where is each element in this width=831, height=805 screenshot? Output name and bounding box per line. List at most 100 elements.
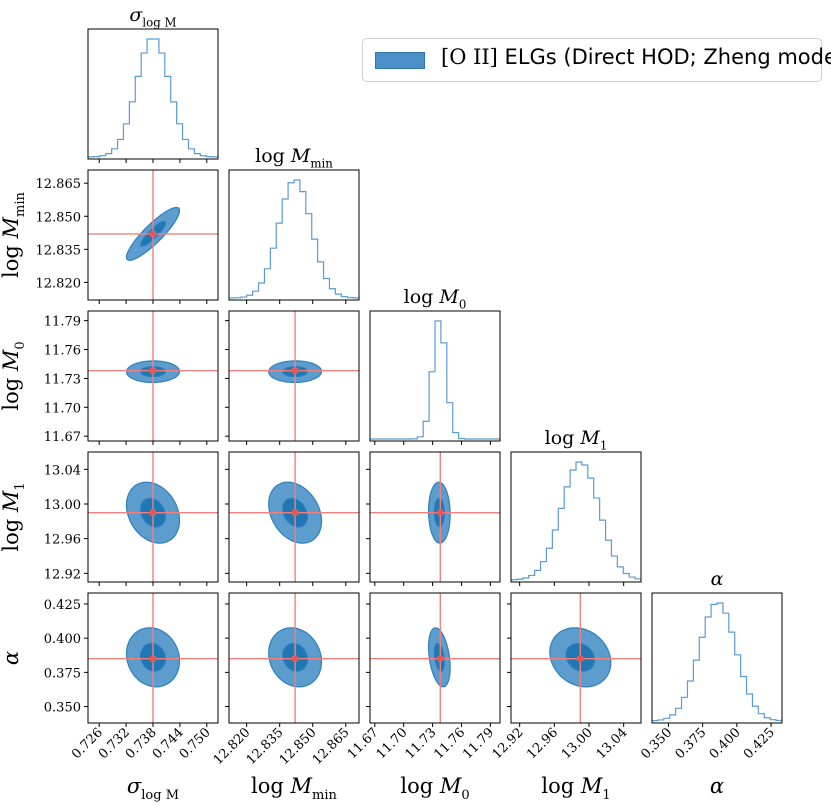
panel-content-3-1: [229, 452, 359, 582]
diag-title-sigma: σlog M: [129, 4, 176, 29]
truth-marker-4-0: [150, 655, 156, 662]
panel-2-1: [225, 310, 360, 445]
xaxis-label-alpha: α: [710, 774, 724, 798]
ytick-label-logM1-2: 13.00: [44, 498, 81, 513]
panel-frame-3-3: [510, 451, 642, 583]
yaxis-label-logM1-prefix: log: [0, 512, 23, 551]
truth-marker-1-0: [150, 230, 156, 237]
panel-1-1: log Mmin: [228, 145, 360, 304]
panel-content-4-2: [370, 593, 500, 723]
yaxis-label-logMmin-prefix: log: [0, 238, 23, 277]
xaxis-label-logM0-symbol: M: [439, 774, 462, 798]
diag-title-logM1-symbol: M: [579, 427, 600, 449]
xaxis-label-logM0-subscript: 0: [461, 788, 469, 803]
diag-title-logM0-subscript: 0: [459, 297, 467, 311]
panel-content-4-3: [511, 593, 641, 723]
xaxis-label-logMmin-symbol: M: [290, 774, 313, 798]
truth-marker-4-1: [292, 655, 299, 662]
xtick-label-logM1-2: 13.00: [559, 725, 596, 762]
ytick-label-logMmin-2: 12.850: [36, 210, 82, 225]
ytick-label-logM0-3: 11.76: [44, 344, 81, 359]
xaxis-label-logM1-subscript: 1: [602, 788, 610, 803]
diag-title-logM1: log M1: [545, 427, 608, 452]
truth-marker-4-2: [437, 655, 444, 662]
yaxis-label-logM0-prefix: log: [0, 371, 23, 410]
panel-frame-4-1: [228, 592, 360, 724]
xtick-label-sigma-4: 0.750: [177, 725, 214, 762]
diag-title-logMmin-subscript: min: [310, 156, 333, 170]
xtick-label-alpha-0: 0.350: [638, 725, 675, 762]
panel-3-3: log M1: [510, 427, 642, 586]
ytick-label-logM0-2: 11.73: [44, 372, 81, 387]
diag-title-sigma-symbol: σ: [129, 4, 143, 26]
diag-title-logM0: log M0: [404, 286, 467, 311]
legend-label-prefix: [O II]: [441, 45, 498, 69]
xtick-label-logM0-3: 11.76: [431, 725, 468, 762]
ytick-label-alpha-3: 0.425: [44, 598, 81, 613]
xaxis-label-logM1-symbol: M: [580, 774, 603, 798]
yaxis-label-logM0: log M0: [0, 341, 28, 410]
xaxis-label-logM1: log M1: [541, 774, 610, 803]
yaxis-label-logM1: log M1: [0, 482, 28, 551]
legend-swatch: [375, 52, 425, 69]
xtick-label-logM0-0: 11.67: [345, 725, 382, 762]
xaxis-label-sigma-subscript: log M: [141, 788, 179, 803]
truth-marker-3-1: [292, 509, 299, 516]
panel-frame-1-1: [228, 169, 360, 301]
xaxis-label-sigma-symbol: σ: [127, 774, 142, 798]
diag-title-logMmin: log Mmin: [255, 145, 333, 170]
ytick-label-logM1-1: 12.96: [44, 533, 81, 548]
panel-content-2-1: [229, 311, 359, 441]
truth-marker-2-0: [150, 367, 156, 374]
panel-2-0: 11.67 11.70 11.73 11.76 11.79 log M0: [0, 310, 219, 445]
panel-frame-2-1: [228, 310, 360, 442]
truth-marker-3-2: [437, 509, 444, 516]
xtick-label-logM1-3: 13.04: [594, 725, 631, 762]
yaxis-label-alpha: α: [0, 651, 23, 665]
xtick-label-alpha-1: 0.375: [673, 725, 710, 762]
panel-content-3-3: [511, 461, 641, 581]
panel-content-2-0: [88, 311, 218, 441]
legend-label-rest: ELGs (Direct HOD; Zheng model): [497, 45, 831, 69]
diag-title-alpha: α: [711, 568, 724, 590]
panel-content-2-2: [370, 320, 500, 440]
panel-4-0: 0.7260.7320.7380.7440.7500.3500.3750.400…: [0, 592, 219, 803]
diag-title-logM0-symbol: M: [438, 286, 459, 308]
panel-0-0: σlog M: [87, 4, 219, 163]
xtick-label-logM0-4: 11.79: [460, 725, 497, 762]
ytick-label-logM0-4: 11.79: [44, 315, 81, 330]
diag-title-logM1-prefix: log: [545, 427, 581, 449]
diag-title-logMmin-prefix: log: [255, 145, 291, 167]
truth-marker-3-0: [150, 509, 156, 516]
panel-frame-3-1: [228, 451, 360, 583]
ytick-label-alpha-0: 0.350: [44, 701, 81, 716]
panel-content-4-0: [88, 593, 218, 723]
xtick-label-logM1-0: 12.92: [490, 725, 527, 762]
ytick-label-logMmin-0: 12.820: [36, 276, 82, 291]
diag-title-sigma-subscript: log M: [142, 15, 176, 29]
yaxis-label-logM0-symbol: M: [0, 349, 23, 372]
panel-content-4-4: [652, 602, 782, 722]
ytick-label-logMmin-1: 12.835: [36, 243, 82, 258]
panel-content-4-1: [229, 593, 359, 723]
histogram-sigma: [88, 38, 218, 158]
truth-marker-2-1: [292, 367, 299, 374]
panel-1-0: 12.820 12.835 12.850 12.865 log Mmin: [0, 169, 219, 304]
ytick-label-alpha-2: 0.400: [44, 632, 81, 647]
panel-frame-2-2: [369, 310, 501, 442]
truth-marker-4-3: [577, 655, 584, 662]
ytick-label-logMmin-3: 12.865: [36, 177, 82, 192]
panel-frame-3-2: [369, 451, 501, 583]
histogram-alpha: [652, 602, 782, 722]
yaxis-label-logMmin-symbol: M: [0, 216, 23, 239]
xaxis-label-sigma: σlog M: [127, 774, 179, 803]
ytick-label-logM0-1: 11.70: [44, 401, 81, 416]
histogram-logMmin: [229, 179, 359, 299]
histogram-logM0: [370, 320, 500, 440]
panel-3-1: [225, 451, 360, 586]
ytick-label-alpha-1: 0.375: [44, 666, 81, 681]
